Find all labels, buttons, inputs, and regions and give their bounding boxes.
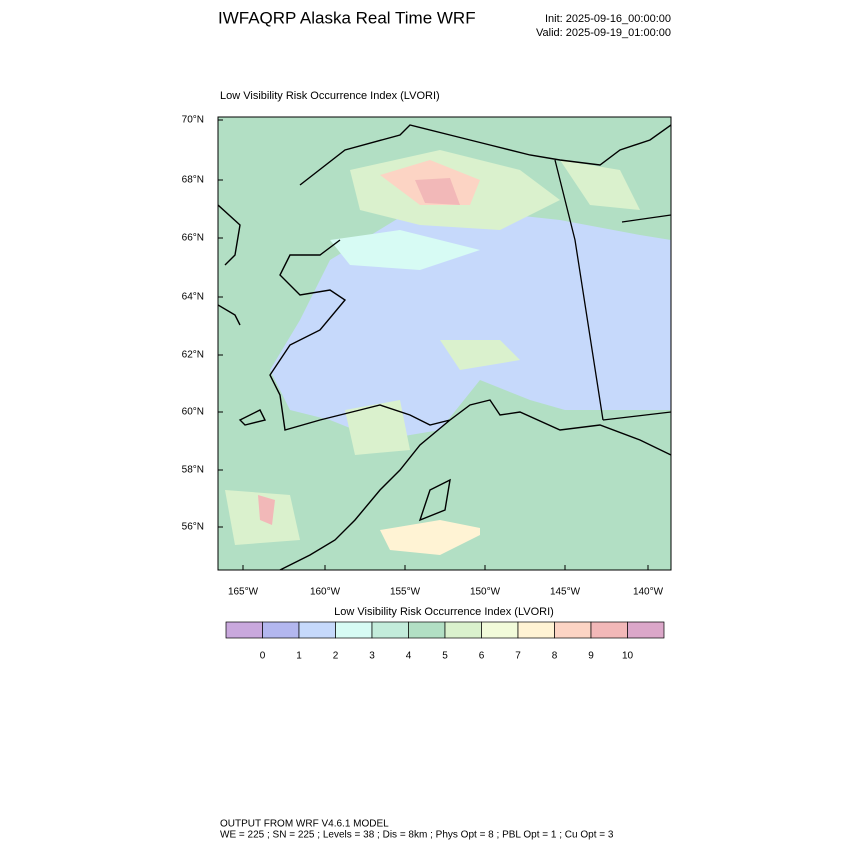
colorbar-title: Low Visibility Risk Occurrence Index (LV… — [334, 606, 554, 618]
colorbar-box — [444, 621, 482, 639]
map-field — [218, 117, 671, 570]
lat-label: 56°N — [182, 522, 204, 533]
lon-label: 150°W — [470, 587, 501, 598]
lon-label: 145°W — [550, 587, 581, 598]
lon-label: 160°W — [310, 587, 341, 598]
colorbar-label: 8 — [552, 651, 558, 662]
lon-label: 140°W — [633, 587, 664, 598]
colorbar-label: 7 — [515, 651, 521, 662]
colorbar-box — [335, 621, 373, 639]
lat-label: 68°N — [182, 175, 204, 186]
init-time: Init: 2025-09-16_00:00:00 — [545, 13, 671, 25]
valid-time: Valid: 2025-09-19_01:00:00 — [536, 27, 671, 39]
colorbar-label: 0 — [260, 651, 266, 662]
lat-label: 66°N — [182, 233, 204, 244]
colorbar-label: 10 — [622, 651, 634, 662]
footer-line: OUTPUT FROM WRF V4.6.1 MODEL — [220, 819, 389, 830]
lat-label: 58°N — [182, 465, 204, 476]
map-title: Low Visibility Risk Occurrence Index (LV… — [220, 90, 440, 102]
colorbar-box — [481, 621, 519, 639]
colorbar-label: 5 — [442, 651, 448, 662]
colorbar-label: 1 — [296, 651, 302, 662]
colorbar-box — [517, 621, 555, 639]
colorbar-label: 4 — [406, 651, 412, 662]
colorbar-box — [408, 621, 446, 639]
colorbar-box — [225, 621, 263, 639]
lat-label: 70°N — [182, 115, 204, 126]
colorbar-label: 2 — [333, 651, 339, 662]
lon-label: 155°W — [390, 587, 421, 598]
lat-label: 60°N — [182, 407, 204, 418]
footer-line: WE = 225 ; SN = 225 ; Levels = 38 ; Dis … — [220, 830, 614, 841]
colorbar-box — [554, 621, 592, 639]
colorbar-label: 3 — [369, 651, 375, 662]
colorbar-box — [627, 621, 665, 639]
colorbar-label: 6 — [479, 651, 485, 662]
colorbar-label: 9 — [588, 651, 594, 662]
colorbar-box — [262, 621, 300, 639]
lon-label: 165°W — [228, 587, 259, 598]
lat-label: 62°N — [182, 350, 204, 361]
map-frame — [217, 116, 672, 571]
title: IWFAQRP Alaska Real Time WRF — [218, 8, 476, 27]
colorbar-box — [298, 621, 336, 639]
colorbar-box — [590, 621, 628, 639]
lat-label: 64°N — [182, 292, 204, 303]
colorbar-box — [371, 621, 409, 639]
